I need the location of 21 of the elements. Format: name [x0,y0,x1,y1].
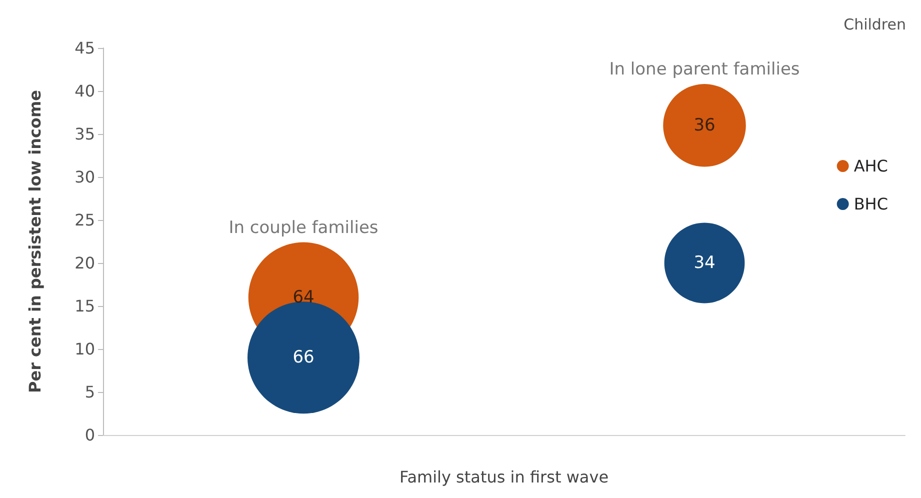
y-tick-label: 40 [74,82,95,100]
chart-title: Children [844,16,906,34]
y-tick-label: 10 [74,340,95,358]
y-tick-label: 5 [84,382,95,402]
data-label: 66 [292,348,314,368]
legend-label: BHC [854,194,888,214]
legend-label: AHC [854,156,888,176]
data-label: 36 [694,115,716,136]
data-label: 34 [694,253,716,273]
annotation: In lone parent families [609,60,800,80]
y-tick-label: 15 [74,296,95,316]
y-tick-label: 0 [84,426,95,444]
y-tick-label: 25 [74,210,95,230]
x-axis-title: Family status in first wave [399,468,609,486]
y-tick-label: 20 [74,254,95,272]
data-label: 64 [292,287,314,308]
y-tick-label: 35 [74,124,95,144]
y-tick-label: 30 [74,168,95,186]
y-tick-label: 45 [74,38,95,58]
y-axis-title: Per cent in persistent low income [26,90,44,393]
annotation: In couple families [228,218,378,238]
